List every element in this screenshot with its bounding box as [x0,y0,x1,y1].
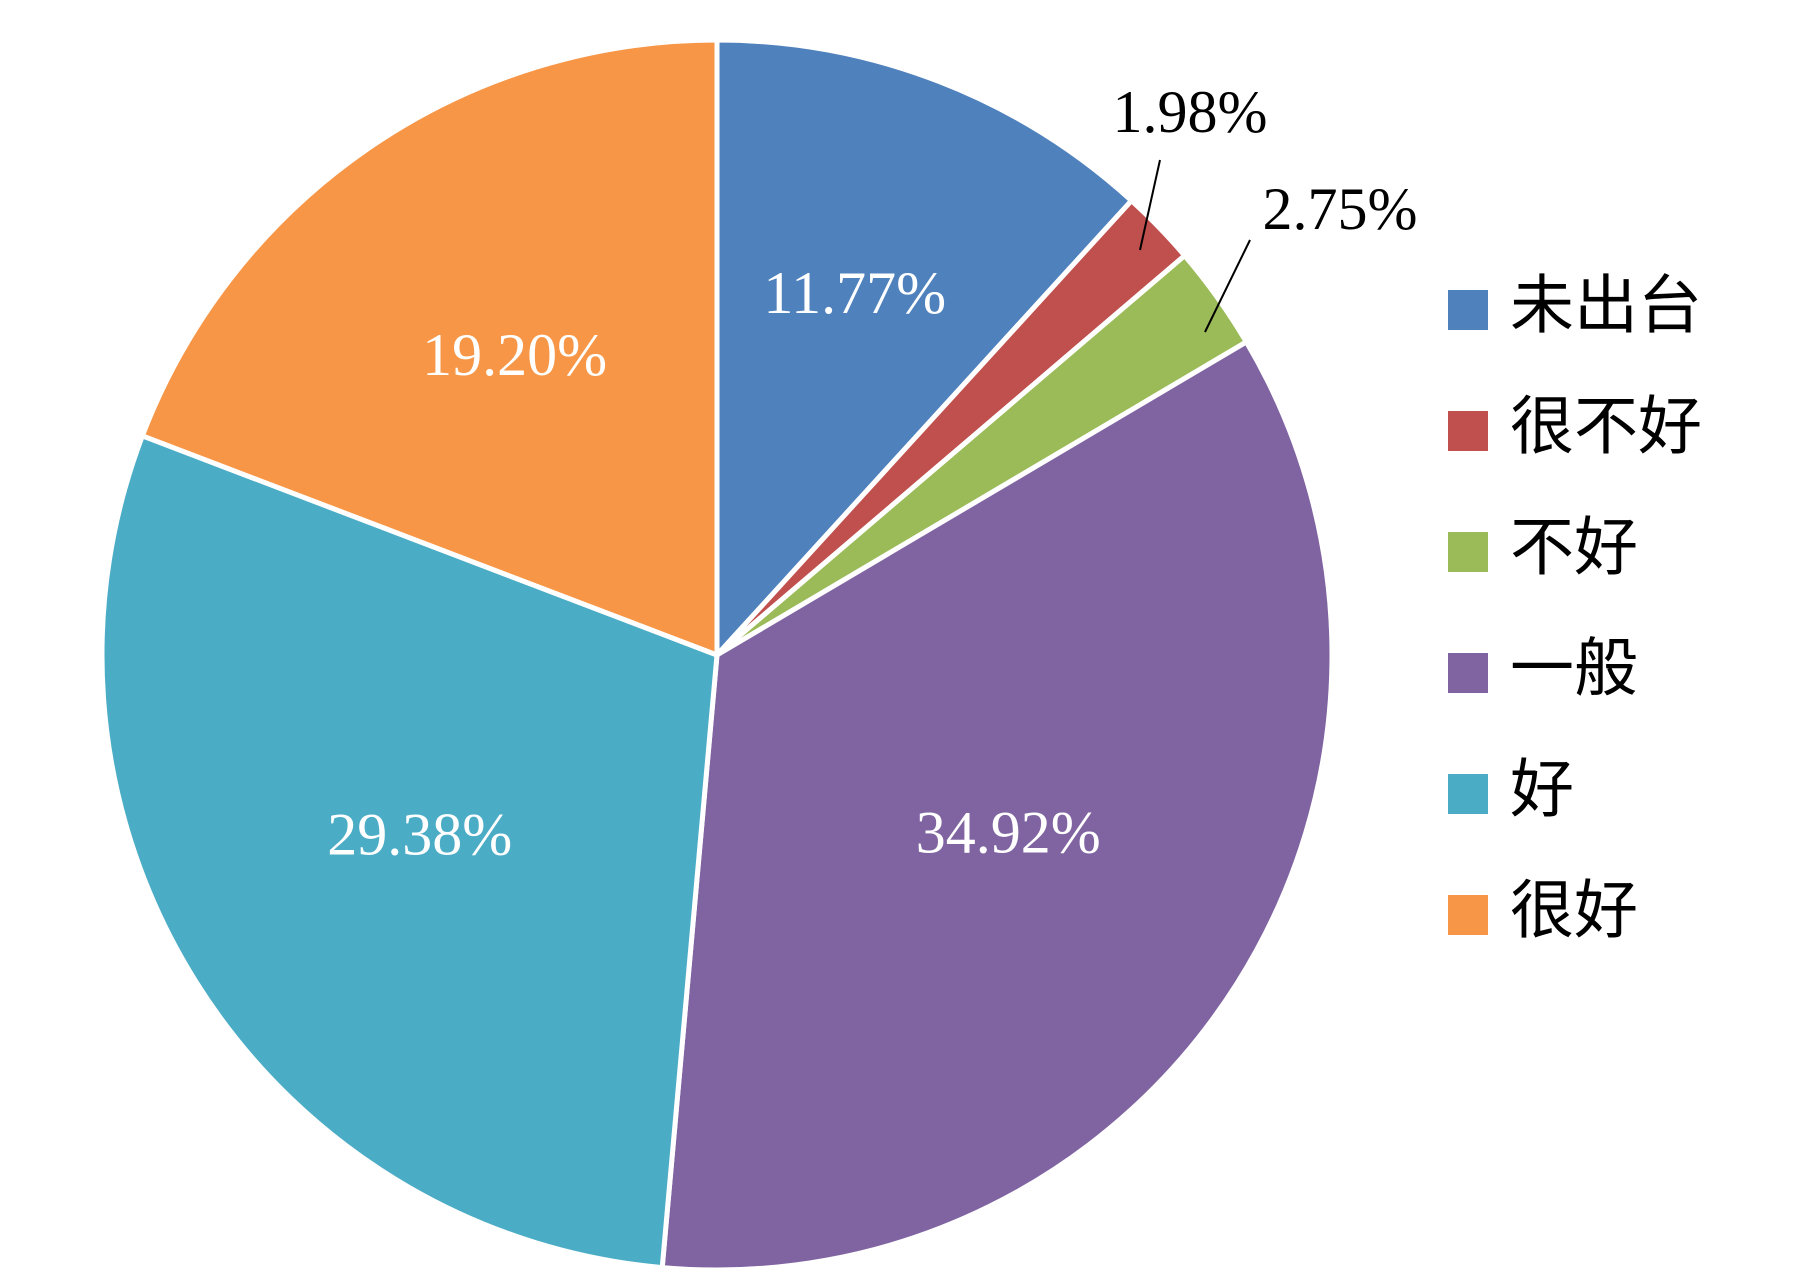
pie-slice-1 [714,37,1134,658]
legend-label-6: 很好 [1510,875,1638,949]
legend-item-1: 未出台 [1448,270,1702,344]
legend-swatch-3 [1448,532,1488,572]
leader-lines [1139,159,1251,333]
data-label-2: 1.98% [1113,79,1268,145]
legend-label-2: 很不好 [1510,391,1702,465]
pie-slice-6 [139,37,720,658]
legend-item-4: 一般 [1448,633,1638,707]
legend-label-5: 好 [1510,754,1574,828]
legend-label-3: 不好 [1510,512,1638,586]
leader-line-3 [1204,239,1251,333]
legend-label-1: 未出台 [1510,270,1702,344]
legend-item-5: 好 [1448,754,1574,828]
data-labels: 11.77% 1.98% 2.75% 34.92% 29.38% 19.20% [327,79,1417,868]
data-label-5: 29.38% [327,802,512,868]
pie-slice-4 [659,339,1335,1273]
pie-slice-5 [99,433,720,1271]
legend-swatch-1 [1448,290,1488,330]
legend-label-4: 一般 [1510,633,1638,707]
legend-swatch-5 [1448,774,1488,814]
legend-item-2: 很不好 [1448,391,1702,465]
legend-swatch-6 [1448,895,1488,935]
data-label-1: 11.77% [763,260,946,326]
legend-swatch-4 [1448,653,1488,693]
data-label-3: 2.75% [1263,176,1418,242]
data-label-4: 34.92% [916,800,1101,866]
leader-line-2 [1139,159,1161,251]
legend-item-3: 不好 [1448,512,1638,586]
data-label-6: 19.20% [422,322,607,388]
pie-slices [99,37,1335,1273]
legend-swatch-2 [1448,411,1488,451]
legend-item-6: 很好 [1448,875,1638,949]
